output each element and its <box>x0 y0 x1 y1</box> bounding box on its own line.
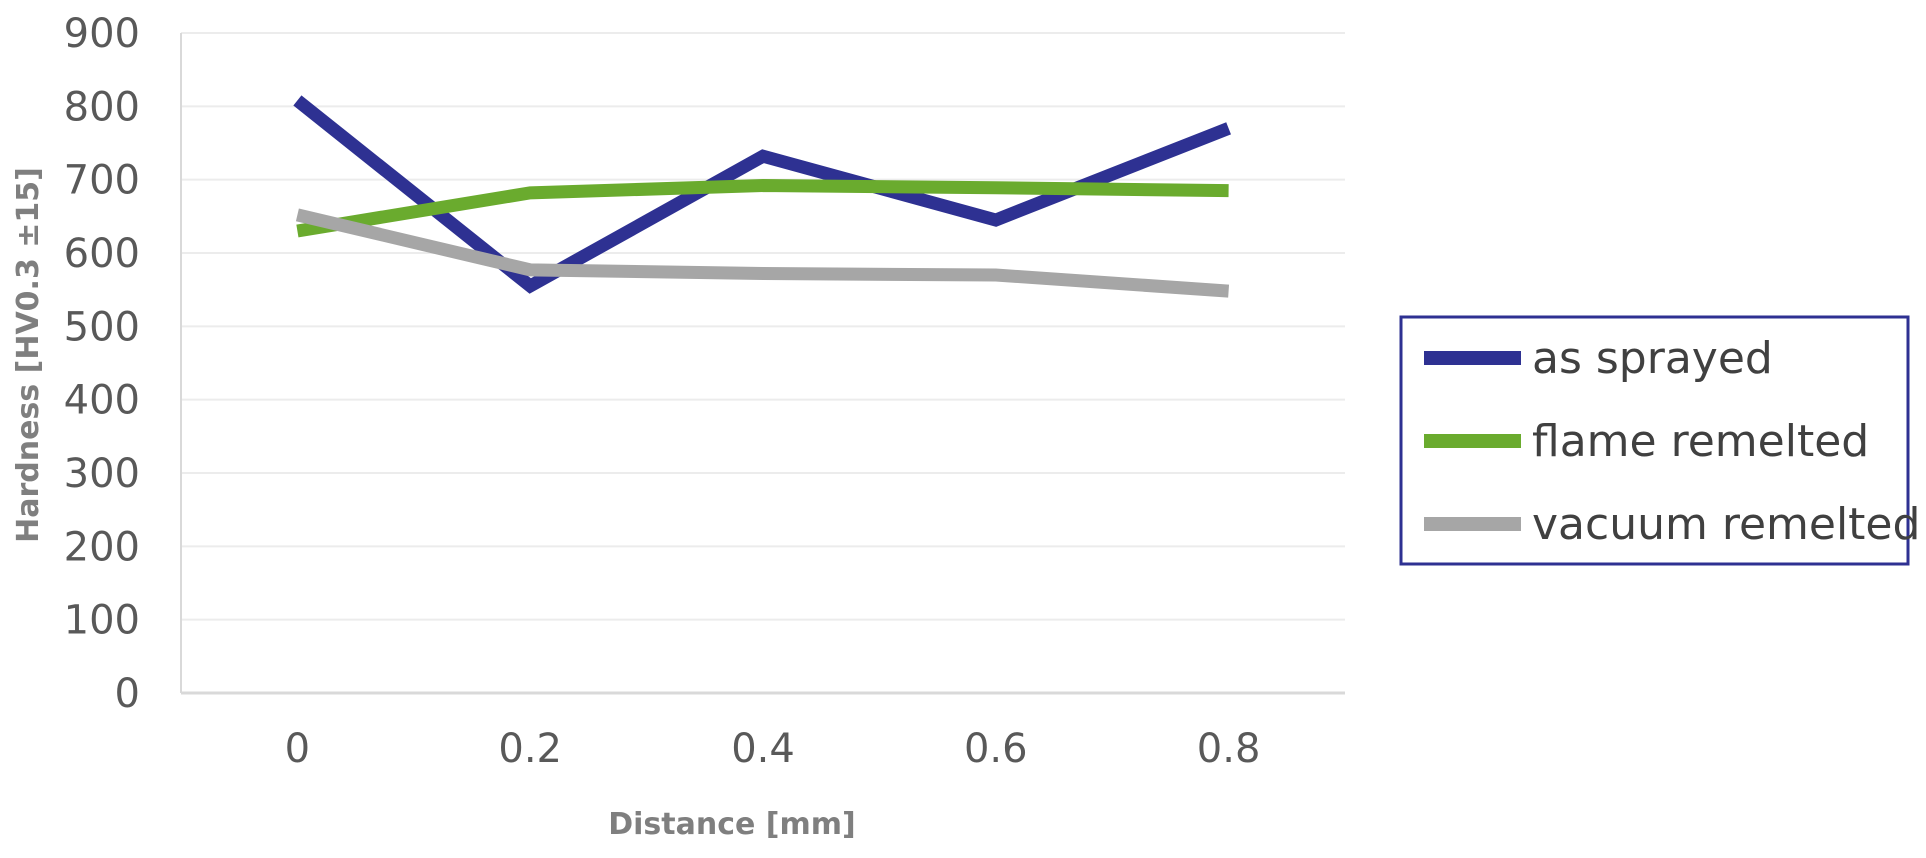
y-tick-label: 300 <box>64 451 140 497</box>
y-tick-label: 700 <box>64 158 140 204</box>
legend-label: vacuum remelted <box>1532 499 1920 550</box>
series-lines <box>293 95 1231 298</box>
y-tick-label: 900 <box>64 11 140 57</box>
x-axis-title: Distance [mm] <box>608 807 856 842</box>
x-tick-label: 0.6 <box>964 726 1028 772</box>
y-tick-labels: 0 100 200 300 400 500 600 700 800 900 <box>64 11 140 717</box>
y-tick-label: 500 <box>64 304 140 350</box>
series-line-flame-remelted <box>296 179 1229 238</box>
x-tick-label: 0.8 <box>1197 726 1261 772</box>
y-tick-label: 200 <box>64 524 140 570</box>
y-tick-label: 800 <box>64 84 140 130</box>
gridlines <box>181 32 1345 695</box>
y-tick-label: 400 <box>64 378 140 424</box>
x-tick-label: 0.2 <box>498 726 562 772</box>
x-tick-label: 0.4 <box>731 726 795 772</box>
legend: as sprayed flame remelted vacuum remelted <box>1399 315 1920 566</box>
y-tick-label: 0 <box>115 671 140 717</box>
legend-items: as sprayed flame remelted vacuum remelted <box>1424 333 1920 550</box>
legend-label: as sprayed <box>1532 333 1773 384</box>
y-tick-label: 100 <box>64 598 140 644</box>
y-axis-title: Hardness [HV0.3 ±15] <box>11 167 46 543</box>
legend-label: flame remelted <box>1532 416 1869 467</box>
x-tick-label: 0 <box>285 726 310 772</box>
series-line-vacuum-remelted <box>295 208 1230 298</box>
x-tick-labels: 0 0.2 0.4 0.6 0.8 <box>285 726 1261 772</box>
y-tick-label: 600 <box>64 231 140 277</box>
